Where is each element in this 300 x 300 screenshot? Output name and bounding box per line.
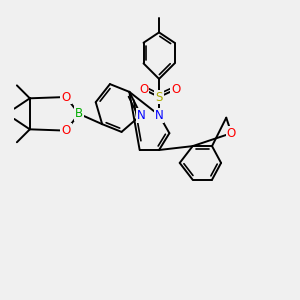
Text: O: O bbox=[61, 91, 70, 103]
Text: S: S bbox=[155, 91, 163, 103]
Text: B: B bbox=[75, 107, 83, 120]
Text: N: N bbox=[136, 109, 145, 122]
Text: O: O bbox=[139, 83, 148, 96]
Text: O: O bbox=[61, 124, 70, 137]
Text: O: O bbox=[171, 83, 181, 96]
Text: O: O bbox=[227, 127, 236, 140]
Text: N: N bbox=[155, 109, 164, 122]
